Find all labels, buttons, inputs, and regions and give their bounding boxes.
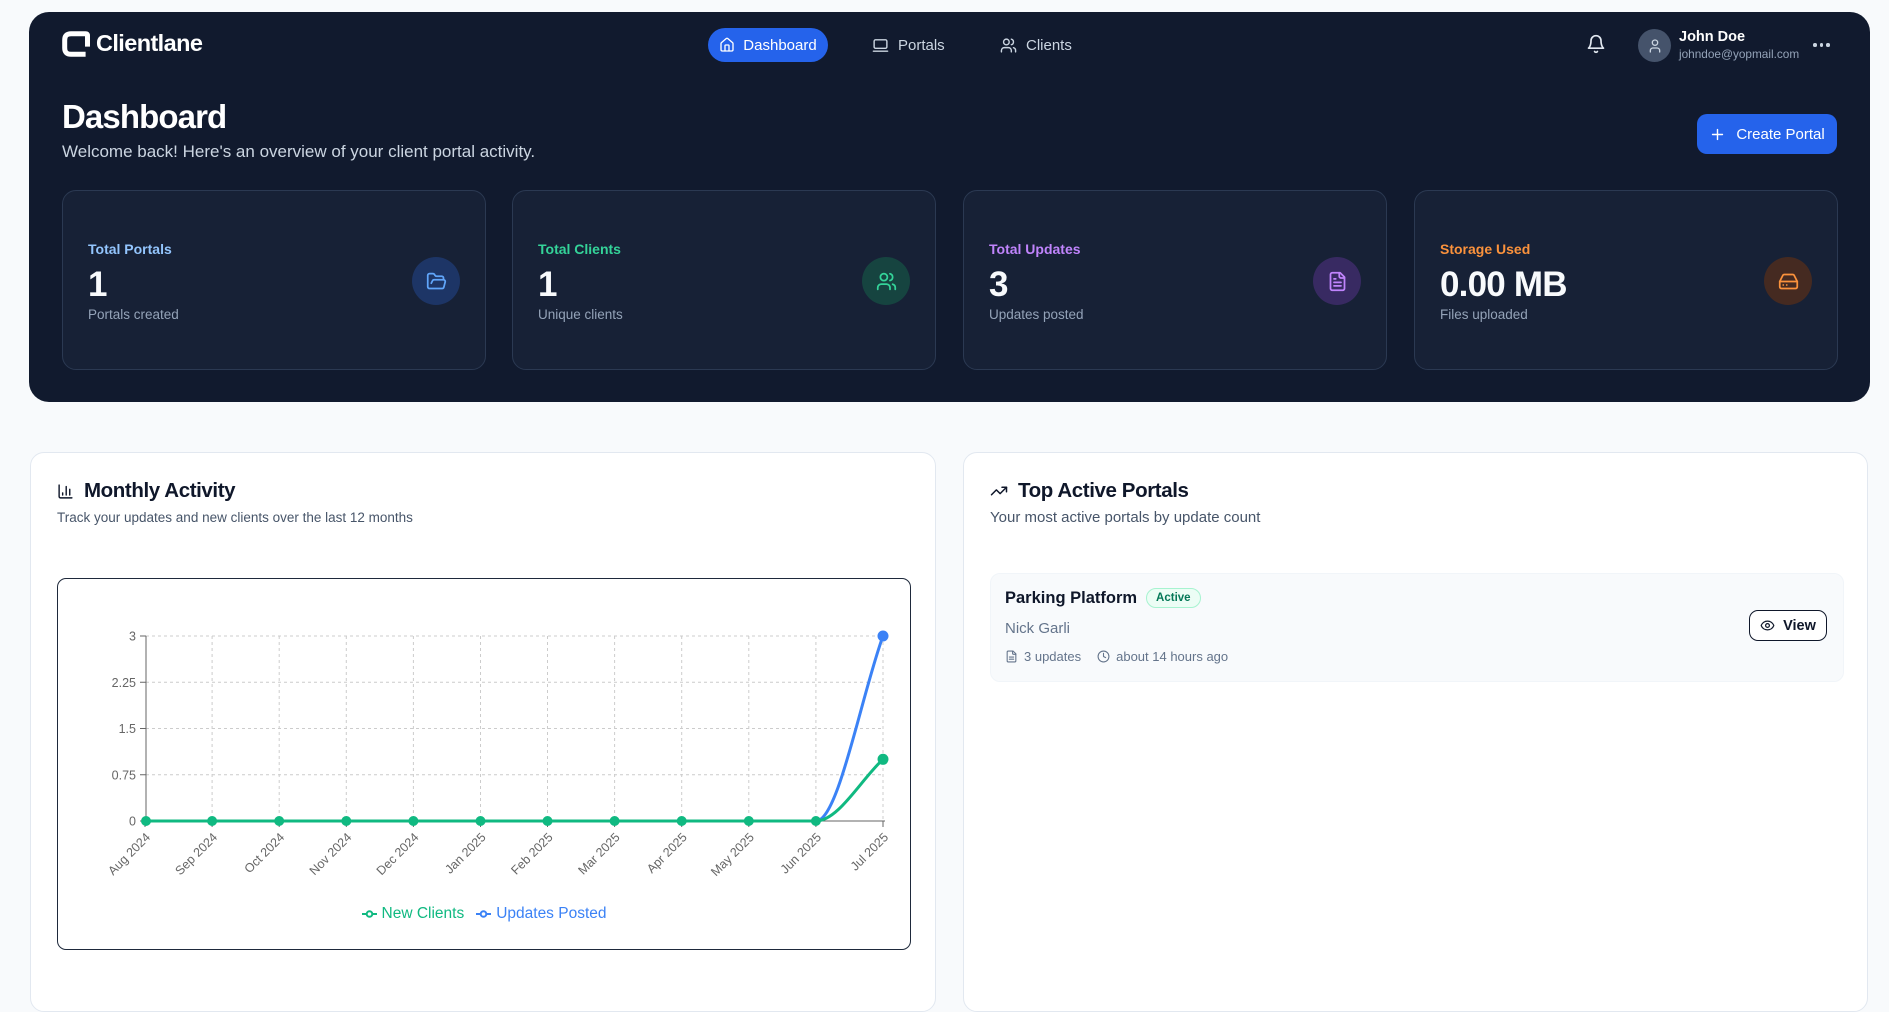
svg-text:Mar 2025: Mar 2025 bbox=[575, 830, 622, 877]
svg-text:Oct 2024: Oct 2024 bbox=[242, 830, 288, 876]
svg-text:Dec 2024: Dec 2024 bbox=[374, 830, 422, 878]
svg-text:3: 3 bbox=[129, 630, 136, 644]
svg-text:Nov 2024: Nov 2024 bbox=[307, 830, 355, 878]
svg-text:Jul 2025: Jul 2025 bbox=[848, 830, 891, 873]
svg-text:Sep 2024: Sep 2024 bbox=[172, 830, 220, 878]
svg-text:1.5: 1.5 bbox=[119, 722, 136, 736]
svg-text:Feb 2025: Feb 2025 bbox=[508, 830, 555, 877]
svg-text:0: 0 bbox=[129, 815, 136, 829]
svg-text:2.25: 2.25 bbox=[112, 676, 136, 690]
svg-text:May 2025: May 2025 bbox=[708, 830, 757, 879]
svg-text:Jan 2025: Jan 2025 bbox=[442, 830, 488, 876]
svg-text:Jun 2025: Jun 2025 bbox=[778, 830, 824, 876]
svg-text:Apr 2025: Apr 2025 bbox=[644, 830, 690, 876]
svg-text:0.75: 0.75 bbox=[112, 768, 136, 782]
svg-text:Aug 2024: Aug 2024 bbox=[105, 830, 153, 878]
